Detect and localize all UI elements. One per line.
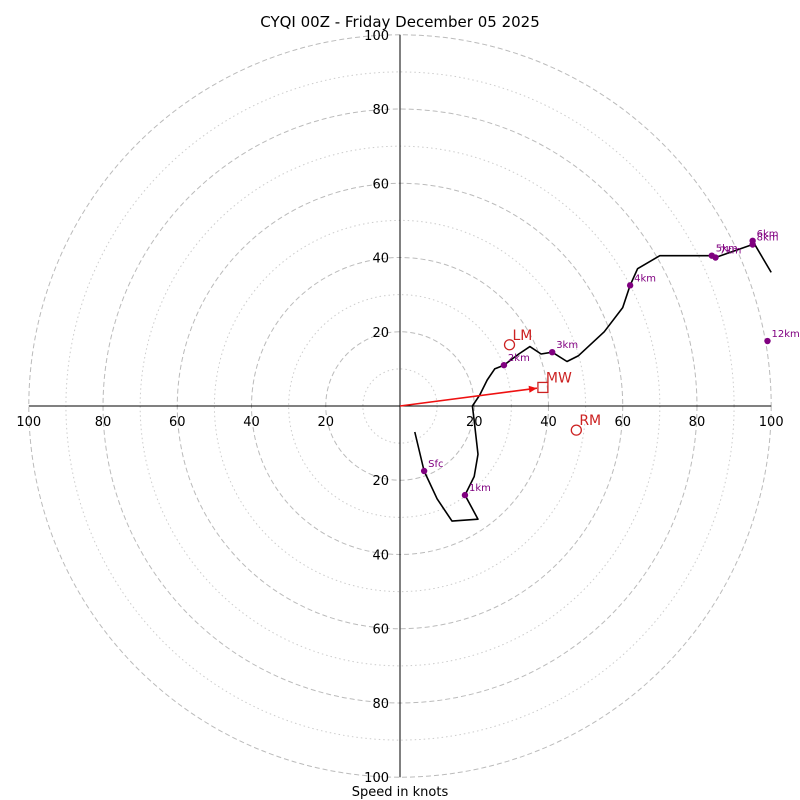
height-marker-1km (461, 491, 469, 499)
height-label-sfc: Sfc (428, 459, 443, 470)
y-tick-top-80: 80 (372, 103, 389, 118)
chart-title: CYQI 00Z - Friday December 05 2025 (260, 13, 540, 31)
height-marker-2km (500, 361, 508, 369)
height-label-5km: 5km (716, 244, 738, 255)
height-marker-4km (626, 282, 634, 289)
height-marker-7km (712, 254, 719, 261)
x-tick-left-20: 20 (317, 415, 334, 430)
y-tick-top-60: 60 (372, 177, 389, 192)
height-marker-8km (749, 241, 756, 248)
motion-label-mw: MW (546, 370, 572, 386)
motion-marker-rm (570, 424, 582, 436)
height-marker-3km (548, 348, 556, 356)
height-marker-sfc (420, 467, 428, 475)
shear-vector-arrowhead (528, 385, 537, 393)
x-tick-right-60: 60 (614, 415, 631, 430)
motion-marker-mw (537, 381, 549, 394)
x-tick-left-80: 80 (95, 415, 112, 430)
x-axis-label: Speed in knots (352, 785, 449, 800)
y-tick-bottom-20: 20 (372, 474, 389, 489)
y-tick-bottom-80: 80 (372, 697, 389, 712)
height-label-12km: 12km (771, 329, 799, 340)
y-tick-bottom-60: 60 (372, 623, 389, 638)
motion-label-lm: LM (513, 328, 533, 344)
height-label-8km: 8km (757, 233, 779, 244)
y-tick-bottom-40: 40 (372, 548, 389, 563)
height-label-4km: 4km (634, 273, 656, 284)
tick-labels: 100 80 60 40 20 20 40 60 80 100100806040202040608… (16, 29, 783, 786)
y-tick-top-20: 20 (372, 326, 389, 341)
height-label-2km: 2km (508, 353, 530, 364)
storm-motion-markers: LM MW RM (399, 328, 601, 436)
x-tick-left-100: 100 (16, 415, 41, 430)
motion-marker-lm (503, 339, 516, 351)
y-tick-bottom-100: 100 (364, 771, 389, 786)
height-label-1km: 1km (469, 483, 491, 494)
x-tick-right-80: 80 (689, 415, 706, 430)
x-tick-left-40: 40 (243, 415, 260, 430)
height-label-3km: 3km (556, 340, 578, 351)
motion-label-rm: RM (579, 413, 601, 429)
x-tick-right-100: 100 (759, 415, 784, 430)
x-tick-left-60: 60 (169, 415, 186, 430)
shear-vector-arrow (399, 387, 538, 407)
height-label-7km: 7km (720, 246, 742, 257)
height-marker-12km (764, 337, 771, 345)
y-tick-top-100: 100 (364, 29, 389, 44)
height-label-6km: 6km (757, 229, 779, 240)
y-tick-top-40: 40 (372, 252, 389, 267)
x-tick-right-40: 40 (540, 415, 557, 430)
